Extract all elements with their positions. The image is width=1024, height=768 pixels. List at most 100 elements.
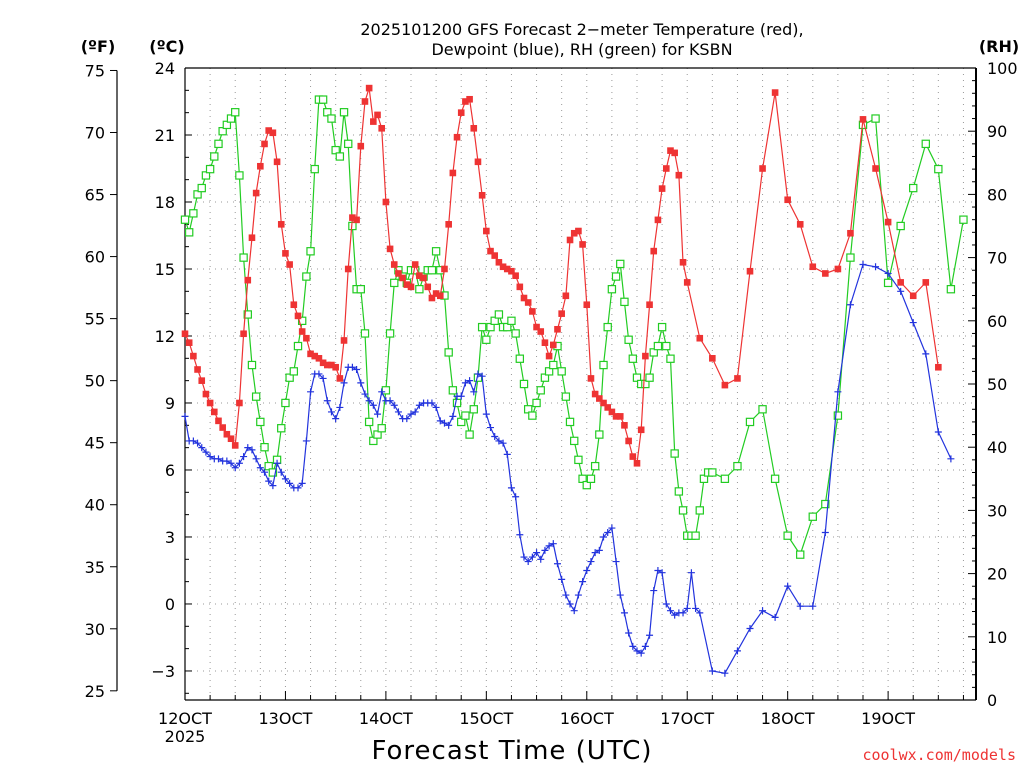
dewpoint-point bbox=[386, 397, 394, 405]
rh-point bbox=[243, 310, 252, 319]
temperature-point bbox=[675, 171, 683, 179]
temperature-point bbox=[822, 270, 829, 277]
fahrenheit-tick-label: 25 bbox=[85, 682, 105, 701]
temperature-point bbox=[382, 198, 390, 206]
rh-point bbox=[235, 171, 244, 180]
temperature-point bbox=[462, 98, 469, 105]
rh-point bbox=[628, 354, 638, 363]
dewpoint-point bbox=[641, 642, 649, 650]
rh-point bbox=[616, 259, 625, 269]
temperature-point bbox=[512, 272, 519, 279]
temperature-point bbox=[558, 310, 565, 317]
rh-point bbox=[385, 329, 395, 338]
rh-point bbox=[327, 114, 336, 123]
rh-point bbox=[335, 152, 345, 161]
dewpoint-point bbox=[524, 558, 532, 566]
temperature-point bbox=[650, 247, 658, 255]
temperature-point bbox=[282, 250, 289, 257]
dewpoint-point bbox=[261, 468, 269, 476]
dewpoint-point bbox=[633, 647, 641, 655]
temperature-point bbox=[420, 274, 427, 282]
dewpoint-point bbox=[269, 482, 277, 490]
dewpoint-point bbox=[587, 558, 595, 566]
temperature-point bbox=[575, 227, 582, 235]
temperature-point bbox=[453, 133, 461, 141]
dewpoint-point bbox=[583, 566, 591, 574]
rh-tick-label: 50 bbox=[987, 375, 1007, 394]
rh-point bbox=[356, 285, 365, 294]
dewpoint-point bbox=[566, 600, 574, 608]
dewpoint-point bbox=[273, 459, 281, 467]
rh-point bbox=[318, 95, 328, 104]
fahrenheit-tick-label: 30 bbox=[85, 620, 105, 639]
temperature-point bbox=[545, 352, 553, 360]
temperature-point bbox=[520, 294, 528, 302]
rh-tick-label: 80 bbox=[987, 185, 1007, 204]
temperature-point bbox=[637, 426, 645, 434]
temperature-point bbox=[570, 229, 578, 237]
temperature-point bbox=[445, 221, 452, 228]
temperature-point bbox=[303, 334, 310, 342]
dewpoint-point bbox=[909, 319, 917, 327]
temperature-point bbox=[206, 399, 214, 407]
temperature-point bbox=[344, 265, 352, 273]
rh-tick-label: 90 bbox=[987, 122, 1007, 141]
rh-point bbox=[549, 360, 558, 370]
rh-point bbox=[653, 341, 663, 351]
temperature-point bbox=[361, 98, 369, 105]
dewpoint-point bbox=[771, 613, 779, 621]
rh-point bbox=[599, 360, 608, 370]
temperature-point bbox=[612, 413, 620, 420]
dewpoint-point bbox=[549, 540, 557, 548]
dewpoint-point bbox=[541, 546, 549, 554]
dewpoint-point bbox=[708, 667, 716, 675]
dewpoint-point bbox=[286, 479, 294, 487]
rh-tick-label: 30 bbox=[987, 501, 1007, 520]
temperature-point bbox=[537, 328, 545, 335]
celsius-tick-label: 12 bbox=[155, 327, 175, 346]
grid-lines bbox=[185, 67, 976, 700]
rh-point bbox=[896, 221, 905, 231]
dewpoint-point bbox=[516, 531, 524, 539]
dewpoint-point bbox=[662, 600, 670, 608]
rh-point bbox=[678, 506, 688, 515]
dewpoint-point bbox=[671, 611, 679, 619]
dewpoint-line bbox=[184, 263, 952, 674]
dewpoint-point bbox=[658, 569, 666, 577]
dewpoint-point bbox=[231, 464, 239, 472]
dewpoint-point bbox=[499, 439, 507, 447]
rh-point bbox=[511, 329, 520, 338]
chart-title-line-2: Dewpoint (blue), RH (green) for KSBN bbox=[431, 40, 732, 59]
rh-point bbox=[662, 341, 671, 351]
dewpoint-point bbox=[650, 587, 658, 595]
dewpoint-point bbox=[859, 261, 867, 269]
dewpoint-point bbox=[428, 399, 436, 407]
rh-point bbox=[946, 285, 956, 294]
rh-point bbox=[645, 373, 654, 382]
dewpoint-point bbox=[721, 669, 729, 677]
dewpoint-point bbox=[323, 397, 331, 405]
dewpoint-point bbox=[600, 533, 608, 541]
celsius-tick-label: 3 bbox=[165, 528, 175, 547]
rh-tick-label: 20 bbox=[987, 565, 1007, 584]
dewpoint-point bbox=[411, 408, 419, 416]
temperature-point bbox=[533, 323, 540, 331]
temperature-point bbox=[549, 341, 557, 349]
fahrenheit-tick-label: 65 bbox=[85, 186, 105, 205]
temperature-point bbox=[257, 162, 264, 170]
temperature-point bbox=[608, 408, 616, 416]
dewpoint-point bbox=[696, 609, 704, 617]
rh-point bbox=[302, 272, 311, 281]
temperature-point bbox=[370, 118, 377, 125]
temperature-point bbox=[499, 263, 507, 271]
rh-point bbox=[733, 461, 742, 471]
celsius-tick-label: 6 bbox=[165, 461, 175, 480]
rh-point bbox=[846, 253, 855, 262]
temperature-point bbox=[202, 390, 210, 398]
temperature-point bbox=[629, 453, 637, 460]
rh-point bbox=[611, 272, 621, 281]
temperature-point bbox=[541, 339, 549, 346]
dewpoint-point bbox=[679, 609, 687, 617]
dewpoint-point bbox=[265, 477, 273, 485]
dewpoint-point bbox=[570, 607, 578, 615]
